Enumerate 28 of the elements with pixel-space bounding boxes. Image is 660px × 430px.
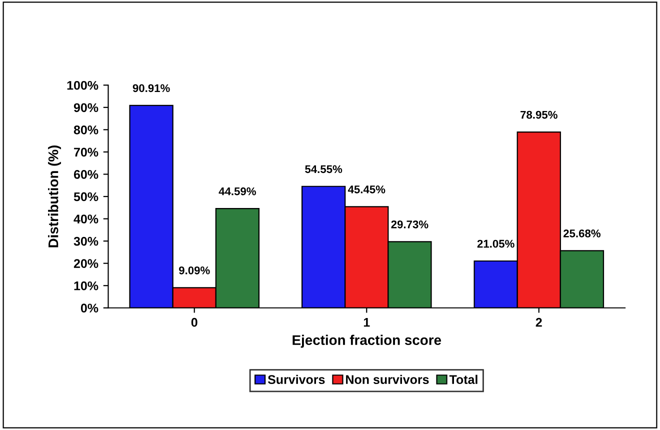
- y-tick-label: 60%: [74, 170, 98, 179]
- y-tick-label: 90%: [74, 103, 98, 112]
- legend-label: Total: [449, 374, 478, 384]
- legend-label: Survivors: [268, 374, 325, 384]
- legend-label: Non survivors: [346, 374, 429, 384]
- data-label: 54.55%: [305, 165, 342, 174]
- x-tick-label: 2: [536, 318, 542, 327]
- x-axis-title: Ejection fraction score: [292, 334, 442, 348]
- y-tick-label: 0%: [80, 304, 98, 313]
- data-label: 44.59%: [218, 187, 256, 196]
- y-tick-label: 10%: [74, 281, 98, 290]
- data-label: 29.73%: [391, 220, 428, 228]
- y-axis-title: Distribution (%): [48, 146, 61, 248]
- y-tick-label: 20%: [74, 259, 98, 268]
- data-label: 9.09%: [179, 266, 210, 274]
- y-tick-label: 80%: [74, 125, 98, 134]
- data-label: 90.91%: [132, 84, 170, 92]
- y-tick-label: 100%: [67, 80, 98, 90]
- y-tick-label: 70%: [74, 148, 98, 157]
- y-tick-label: 30%: [74, 236, 98, 246]
- data-label: 25.68%: [564, 230, 601, 238]
- x-tick-label: 1: [364, 318, 370, 327]
- data-label: 78.95%: [520, 110, 558, 119]
- data-label: 45.45%: [348, 185, 386, 194]
- x-tick-label: 0: [191, 318, 198, 327]
- data-label: 21.05%: [477, 240, 514, 248]
- y-tick-label: 40%: [74, 214, 98, 224]
- y-tick-label: 50%: [74, 192, 98, 202]
